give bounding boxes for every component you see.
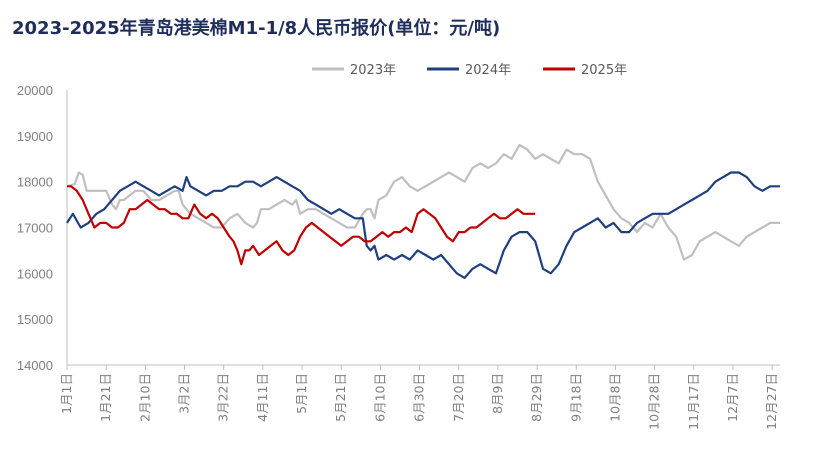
y-tick-label: 14000 [17, 358, 53, 373]
legend-label: 2024年 [465, 63, 511, 78]
y-tick-label: 15000 [17, 312, 53, 327]
y-tick-label: 17000 [17, 221, 53, 236]
chart-axes: 20000 19000 18000 17000 16000 15000 14000 1月1日 1… [17, 83, 780, 430]
x-tick-label: 11月17日 [686, 373, 701, 430]
x-tick-label: 8月9日 [490, 373, 505, 414]
x-tick-label: 2月10日 [137, 373, 152, 422]
series-lines [66, 143, 780, 279]
x-tick-label: 5月1日 [294, 373, 309, 414]
legend-label: 2023年 [350, 63, 396, 78]
x-tick-label: 6月30日 [412, 373, 427, 422]
x-tick-label: 3月22日 [216, 373, 231, 422]
x-tick-label: 1月1日 [59, 373, 74, 414]
y-tick-label: 18000 [17, 175, 53, 190]
x-tick-label: 6月10日 [372, 373, 387, 422]
x-tick-label: 4月11日 [255, 373, 270, 422]
y-tick-label: 19000 [17, 129, 53, 144]
x-tick-label: 10月8日 [607, 373, 622, 422]
x-tick-label: 7月20日 [451, 373, 466, 422]
series-line-2024年 [66, 171, 780, 279]
series-line-2025年 [67, 185, 536, 266]
series-line-2023年 [66, 143, 780, 261]
x-tick-label: 3月2日 [177, 373, 192, 414]
x-tick-label: 9月18日 [568, 373, 583, 422]
legend-label: 2025年 [581, 63, 627, 78]
y-tick-label: 16000 [17, 266, 53, 281]
x-tick-label: 12月27日 [764, 373, 779, 430]
chart-title: 2023-2025年青岛港美棉M1-1/8人民币报价(单位：元/吨) [12, 18, 501, 39]
x-tick-label: 1月21日 [98, 373, 113, 422]
legend: 2023年 2024年 2025年 [312, 63, 627, 78]
x-tick-label: 12月7日 [725, 373, 740, 422]
y-tick-label: 20000 [17, 83, 53, 98]
x-tick-label: 10月28日 [647, 373, 662, 430]
x-tick-label: 8月29日 [529, 373, 544, 422]
x-tick-label: 5月21日 [333, 373, 348, 422]
